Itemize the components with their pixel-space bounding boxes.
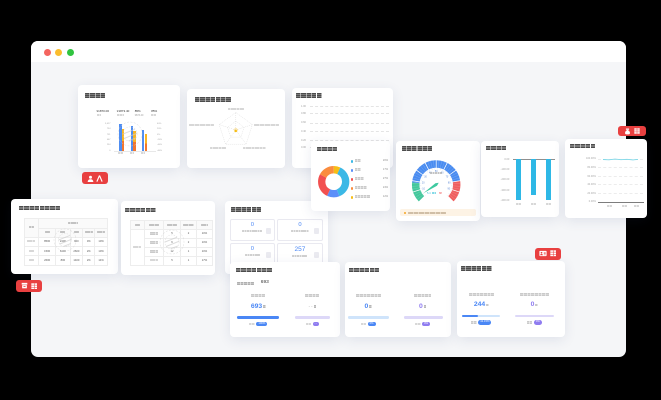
svg-text:30: 30: [424, 175, 427, 178]
svg-text:40: 40: [429, 171, 432, 174]
svg-text:20: 20: [422, 181, 425, 184]
svg-text:70: 70: [445, 175, 448, 178]
svg-text:90: 90: [447, 187, 450, 190]
svg-text:10: 10: [422, 187, 425, 190]
svg-text:80: 80: [448, 181, 451, 184]
svg-text:50: 50: [435, 170, 438, 173]
svg-text:60: 60: [441, 171, 444, 174]
